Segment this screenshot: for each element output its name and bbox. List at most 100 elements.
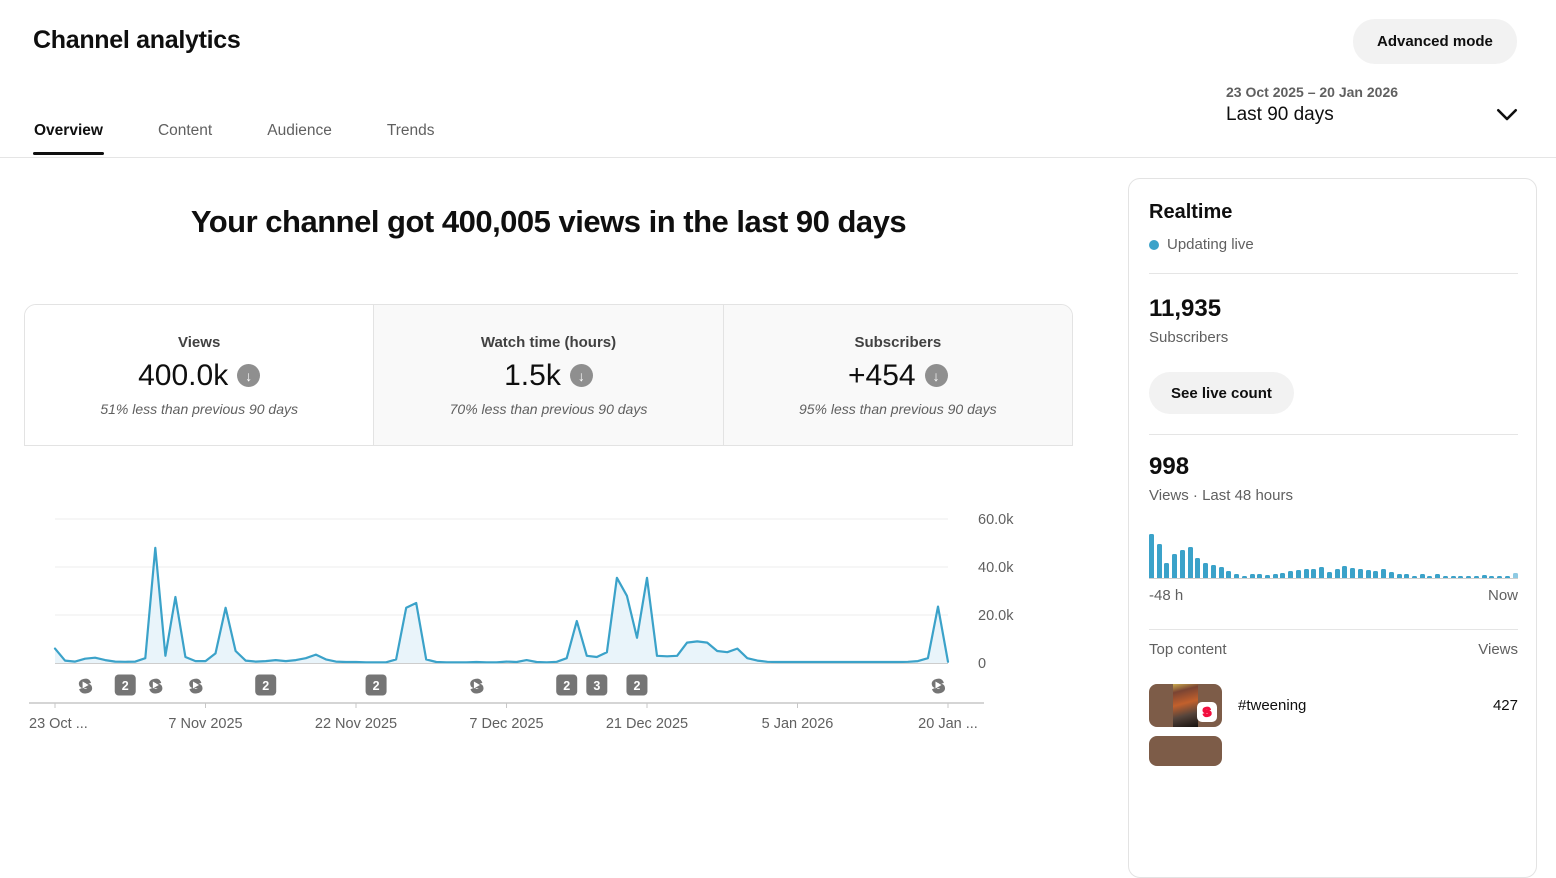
divider <box>1149 273 1518 274</box>
metric-cards: Views 400.0k ↓ 51% less than previous 90… <box>24 304 1073 446</box>
metric-value: 400.0k <box>138 358 229 392</box>
svg-text:S: S <box>1202 704 1212 719</box>
divider <box>1149 629 1518 630</box>
svg-text:2: 2 <box>122 679 129 693</box>
video-views: 427 <box>1492 697 1518 714</box>
realtime-bar <box>1179 549 1185 578</box>
x-axis-tick-label: 7 Nov 2025 <box>168 716 242 732</box>
chevron-down-icon[interactable] <box>1492 99 1522 129</box>
realtime-views-count: 998 <box>1149 453 1190 480</box>
top-content-header: Top content Views <box>1149 641 1518 658</box>
page-header: Channel analytics Advanced mode 23 Oct 2… <box>0 0 1556 158</box>
metric-note: 95% less than previous 90 days <box>798 400 997 417</box>
subscribers-count: 11,935 <box>1149 295 1222 322</box>
see-live-count-button[interactable]: See live count <box>1149 372 1294 414</box>
realtime-bar <box>1164 563 1170 578</box>
chart-marker-badge[interactable]: 3 <box>586 674 608 696</box>
down-arrow-icon: ↓ <box>237 364 261 387</box>
realtime-bar <box>1473 576 1479 578</box>
realtime-bar <box>1497 575 1503 578</box>
chart-marker-badge[interactable]: 2 <box>365 674 387 696</box>
views-column-label: Views <box>1478 641 1518 658</box>
x-axis-tick-label: 7 Dec 2025 <box>469 716 543 732</box>
realtime-bar <box>1226 571 1232 578</box>
metric-card-views[interactable]: Views 400.0k ↓ 51% less than previous 90… <box>25 305 374 445</box>
down-arrow-icon: ↓ <box>924 364 948 387</box>
chart-marker-badge[interactable]: 2 <box>114 674 136 696</box>
realtime-bar <box>1427 575 1433 578</box>
realtime-bar <box>1466 576 1472 578</box>
svg-text:2: 2 <box>563 679 570 693</box>
realtime-bar <box>1203 563 1209 578</box>
realtime-bar <box>1241 576 1247 578</box>
realtime-views-label: Views · Last 48 hours <box>1149 487 1293 504</box>
realtime-card: Realtime Updating live 11,935 Subscriber… <box>1128 178 1537 878</box>
realtime-bar <box>1210 564 1216 578</box>
realtime-bar <box>1156 543 1162 578</box>
metric-card-subscribers[interactable]: Subscribers +454 ↓ 95% less than previou… <box>722 305 1072 445</box>
realtime-bar <box>1481 575 1487 578</box>
realtime-bar <box>1396 573 1402 578</box>
top-content-label: Top content <box>1149 641 1227 658</box>
chart-marker-shorts-icon[interactable]: S <box>929 675 947 699</box>
realtime-bar <box>1303 569 1309 578</box>
realtime-bar <box>1187 547 1193 578</box>
realtime-status-text: Updating live <box>1167 236 1254 253</box>
date-preset-text: Last 90 days <box>1226 104 1334 125</box>
realtime-bar <box>1365 569 1371 578</box>
metric-card-watch-time[interactable]: Watch time (hours) 1.5k ↓ 70% less than … <box>373 305 723 445</box>
chart-marker-badge[interactable]: 2 <box>626 674 648 696</box>
line-chart-area <box>55 547 948 663</box>
video-title: #tweening <box>1238 697 1307 714</box>
realtime-bar <box>1295 570 1301 578</box>
shorts-badge-icon: S <box>1197 702 1217 722</box>
metric-note: 70% less than previous 90 days <box>449 400 648 417</box>
video-thumbnail[interactable]: S <box>1149 684 1222 727</box>
realtime-bar <box>1272 574 1278 578</box>
realtime-bar <box>1265 575 1271 578</box>
y-axis-tick-label: 60.0k <box>978 512 1014 528</box>
tab-content[interactable]: Content <box>157 104 213 157</box>
chart-marker-shorts-icon[interactable]: S <box>468 675 486 699</box>
chart-marker-shorts-icon[interactable]: S <box>147 675 165 699</box>
realtime-bar <box>1350 568 1356 578</box>
date-range-selector[interactable]: 23 Oct 2025 – 20 Jan 2026 Last 90 days <box>1226 84 1526 126</box>
metric-label: Views <box>178 333 221 351</box>
realtime-bar-chart[interactable] <box>1149 531 1518 579</box>
metric-label: Subscribers <box>854 333 942 351</box>
top-content-row[interactable]: S #tweening 427 <box>1149 683 1518 728</box>
realtime-bar <box>1404 574 1410 578</box>
tab-audience[interactable]: Audience <box>266 104 333 157</box>
realtime-bar <box>1450 576 1456 578</box>
realtime-bar <box>1249 574 1255 578</box>
chart-marker-shorts-icon[interactable]: S <box>77 675 95 699</box>
advanced-mode-button[interactable]: Advanced mode <box>1353 19 1517 64</box>
line-chart-series[interactable] <box>53 546 950 664</box>
metric-value: +454 <box>848 358 916 392</box>
video-thumbnail-partial[interactable] <box>1149 736 1222 766</box>
realtime-bar <box>1373 570 1379 578</box>
thumbnail-photo <box>1173 684 1198 727</box>
realtime-bar <box>1149 534 1154 578</box>
chart-marker-shorts-icon[interactable]: S <box>187 675 205 699</box>
y-axis-tick-label: 40.0k <box>978 560 1014 576</box>
subscribers-label: Subscribers <box>1149 329 1229 346</box>
realtime-bar <box>1442 576 1448 578</box>
down-arrow-icon: ↓ <box>569 364 593 387</box>
realtime-axis: -48 h Now <box>1149 587 1518 604</box>
tab-overview[interactable]: Overview <box>33 104 104 157</box>
realtime-bar <box>1458 575 1464 578</box>
chart-marker-badge[interactable]: 2 <box>556 674 578 696</box>
realtime-bar <box>1288 571 1294 578</box>
x-axis-tick-label: 21 Dec 2025 <box>606 716 688 732</box>
chart-marker-badge[interactable]: 2 <box>255 674 277 696</box>
svg-text:2: 2 <box>633 679 640 693</box>
page-title: Channel analytics <box>33 26 241 54</box>
realtime-bar <box>1504 576 1510 578</box>
tab-trends[interactable]: Trends <box>386 104 436 157</box>
realtime-status: Updating live <box>1149 236 1254 253</box>
svg-text:3: 3 <box>593 679 600 693</box>
realtime-bar <box>1257 574 1263 578</box>
realtime-bar <box>1172 553 1178 578</box>
